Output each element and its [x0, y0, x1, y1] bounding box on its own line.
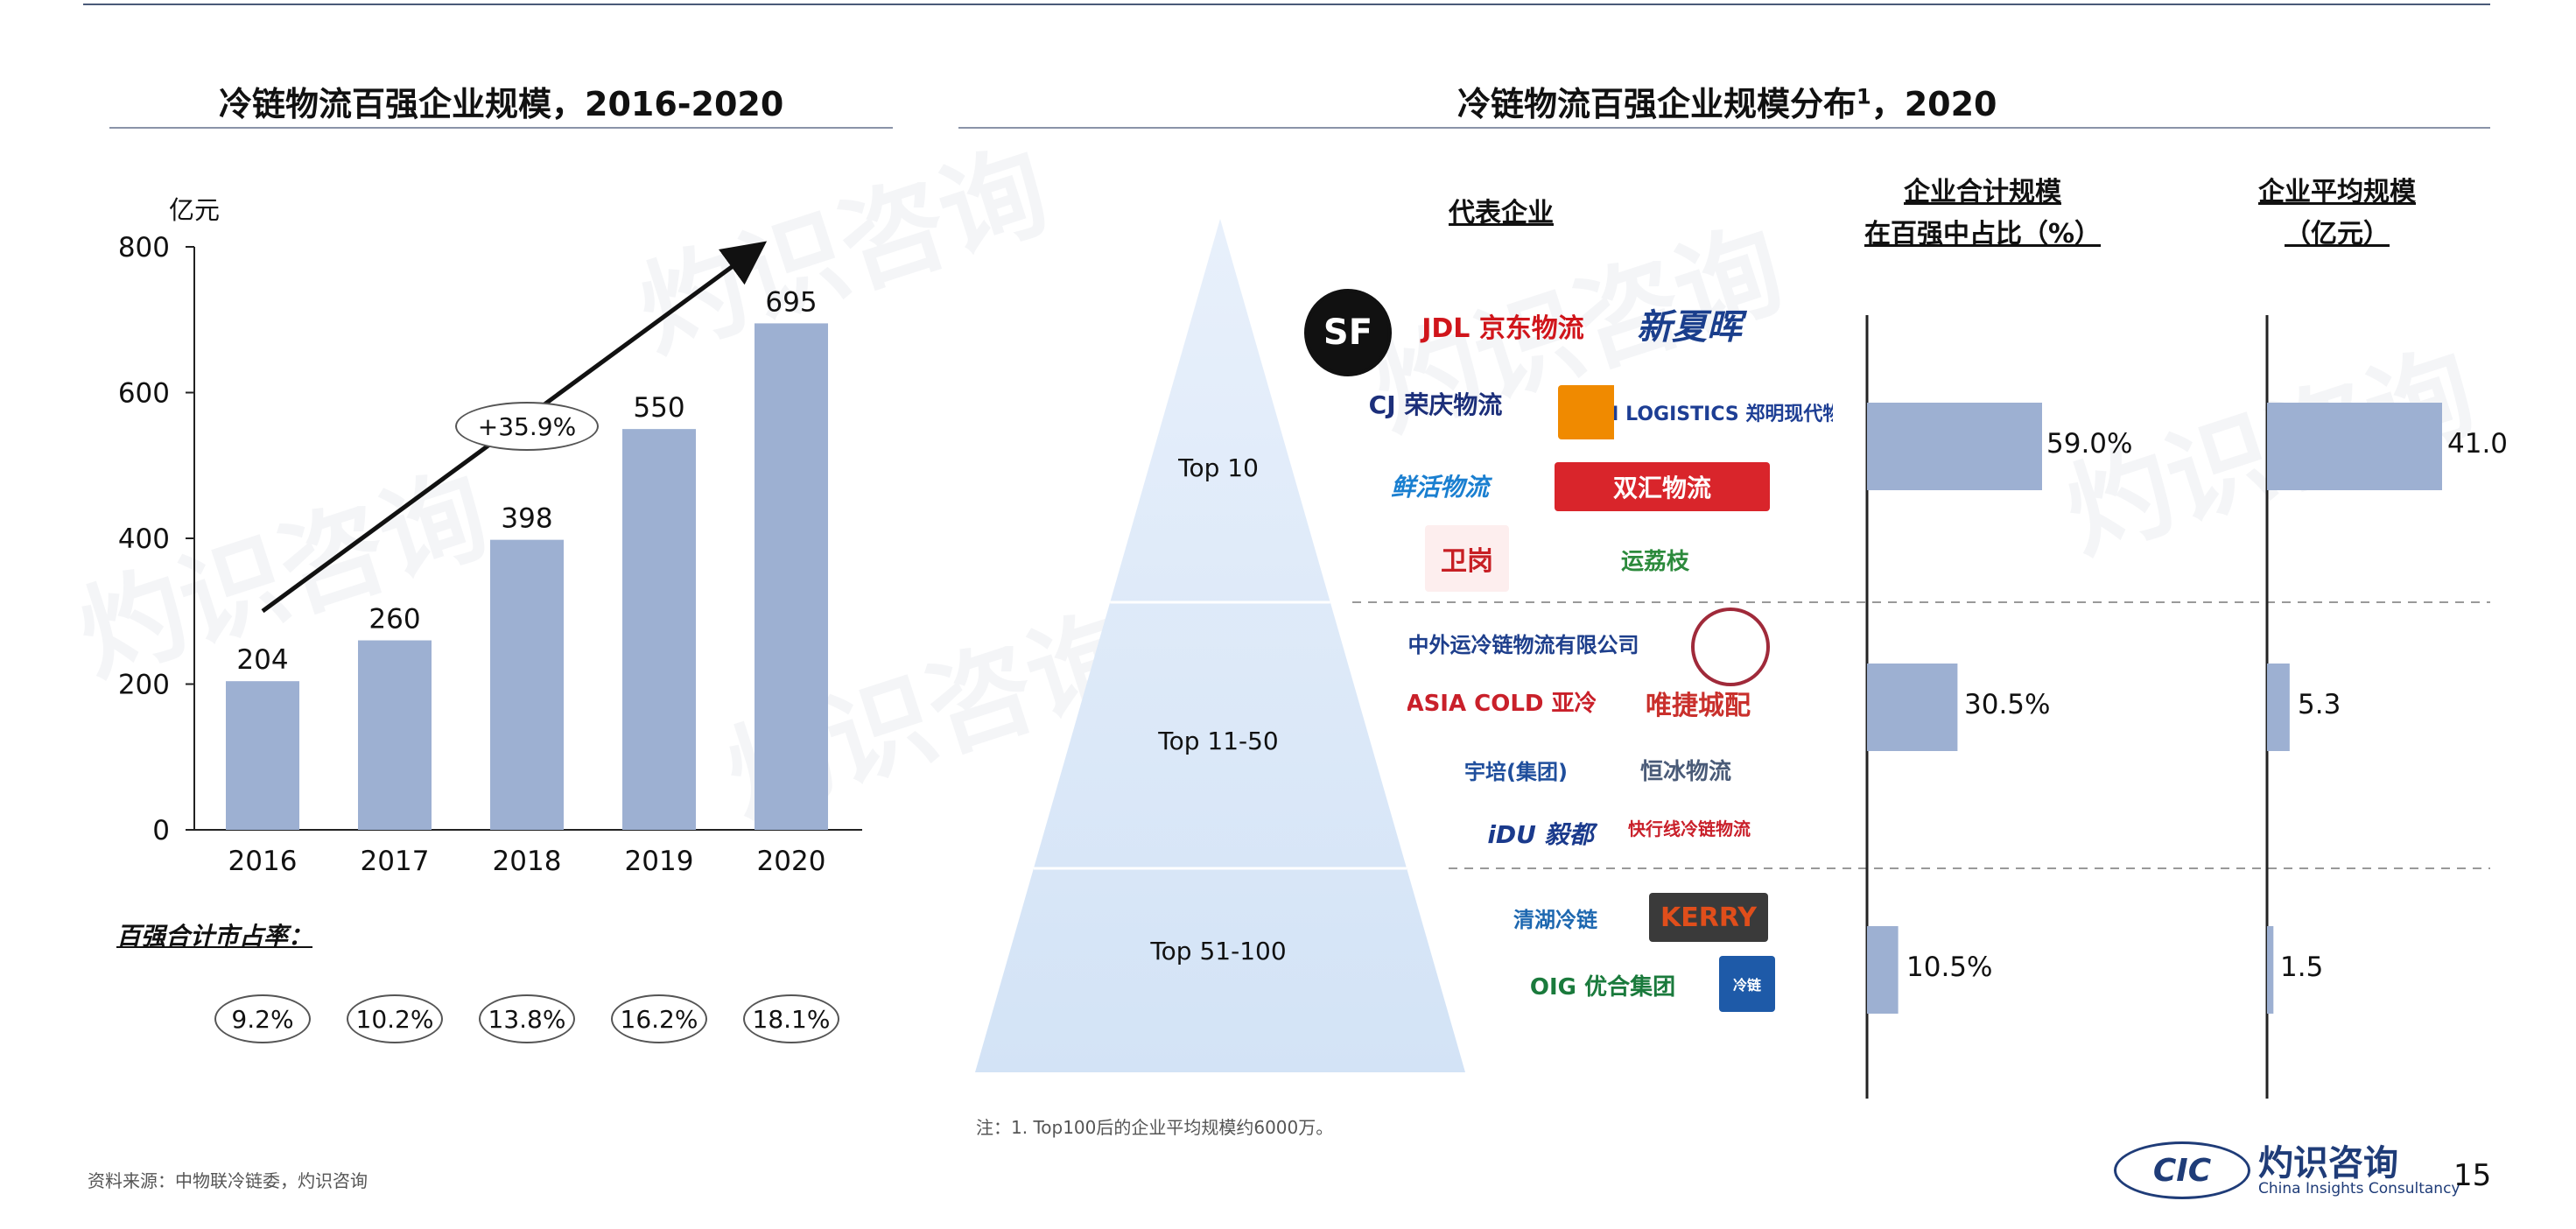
page-number: 15: [2453, 1158, 2492, 1193]
cj-rongqing-logo: CJ 荣庆物流: [1368, 390, 1503, 419]
header-avg-line2: （亿元）: [2285, 219, 2390, 249]
avg-bar-2: [2267, 664, 2290, 751]
header-share-line2: 在百强中占比（%）: [1864, 219, 2102, 249]
avg-label-top51-100: 1.5: [2280, 952, 2324, 983]
share-bar-2: [1867, 664, 1958, 751]
kuaixing-logo: 快行线冷链物流: [1628, 818, 1751, 839]
x-tick-label: 2017: [361, 846, 430, 877]
header-avg-line1: 企业平均规模: [2258, 177, 2416, 207]
oig-logo: OIG 优合集团: [1529, 973, 1676, 1001]
tier-label-top11-50: Top 11-50: [1158, 727, 1279, 755]
right-title-rule: [958, 127, 2490, 129]
market-share-oval: 16.2%: [611, 994, 707, 1043]
zm-logistics-logo: ZM LOGISTICS 郑明现代物流: [1558, 385, 1833, 439]
top-divider: [83, 4, 2490, 5]
idu-logo: iDU 毅都: [1487, 820, 1594, 849]
tier-label-top10: Top 10: [1178, 453, 1259, 482]
xianxian-logo: 鲜活物流: [1390, 473, 1489, 502]
x-tick-label: 2016: [228, 846, 298, 877]
market-share-oval: 9.2%: [214, 994, 311, 1043]
x-tick-label: 2019: [625, 846, 694, 877]
bar-2020: [755, 323, 828, 831]
xiahui-logo: 新夏晖: [1637, 307, 1742, 348]
market-share-oval: 18.1%: [743, 994, 839, 1043]
tier-label-top51-100: Top 51-100: [1150, 937, 1287, 966]
tier-pyramid: [975, 219, 1465, 1072]
avg-bar-1: [2267, 403, 2442, 490]
bar-2019: [622, 429, 696, 830]
right-chart-title-year: ，2020: [1871, 85, 1997, 123]
y-tick-label: 600: [118, 378, 170, 410]
share-label-top10: 59.0%: [2046, 428, 2133, 460]
bar-2016: [226, 681, 299, 830]
jdl-logo: JDL 京东物流: [1421, 313, 1584, 344]
share-bar-3: [1867, 926, 1899, 1014]
cic-brand-en: China Insights Consultancy: [2258, 1180, 2460, 1197]
avg-label-top10: 41.0: [2447, 428, 2509, 460]
qinghu-logo: 清湖冷链: [1513, 907, 1597, 932]
shuanghui-logo: 双汇物流: [1555, 462, 1770, 511]
footnote-marker: 1: [1857, 84, 1871, 109]
left-title-rule: [109, 127, 893, 129]
cic-brand-cn: 灼识咨询: [2258, 1143, 2398, 1183]
right-chart-title: 冷链物流百强企业规模分布1，2020: [1457, 77, 1997, 125]
source-note: 资料来源：中物联冷链委，灼识咨询: [88, 1170, 368, 1191]
header-share-line1: 企业合计规模: [1904, 177, 2061, 207]
y-tick-label: 0: [152, 815, 170, 846]
cagr-oval: +35.9%: [455, 402, 599, 451]
kerry-logo: KERRY: [1649, 893, 1768, 942]
sf-logo: SF: [1304, 289, 1392, 376]
market-share-label: 百强合计市占率：: [116, 922, 313, 951]
right-chart-title-text: 冷链物流百强企业规模分布: [1457, 85, 1857, 123]
seal-logo: [1691, 607, 1770, 686]
bar-value-label: 398: [501, 503, 552, 535]
market-share-oval: 10.2%: [347, 994, 443, 1043]
bar-value-label: 260: [369, 604, 420, 636]
left-chart-title: 冷链物流百强企业规模，2016-2020: [219, 85, 784, 123]
share-label-top11-50: 30.5%: [1964, 689, 2051, 720]
header-avg: 企业平均规模 （亿元）: [2236, 172, 2438, 256]
bar-value-label: 204: [236, 644, 288, 676]
share-label-top51-100: 10.5%: [1906, 952, 1993, 983]
weijie-logo: 唯捷城配: [1646, 691, 1751, 721]
header-share: 企业合计规模 在百强中占比（%）: [1851, 172, 2114, 256]
avg-bar-3: [2267, 926, 2274, 1014]
yupei-logo: 宇培(集团): [1464, 759, 1568, 784]
share-bar-1: [1867, 403, 2042, 490]
avg-label-top11-50: 5.3: [2298, 689, 2341, 720]
y-tick-label: 800: [118, 232, 170, 263]
x-tick-label: 2018: [493, 846, 562, 877]
sinotrans-logo: 中外运冷链物流有限公司: [1407, 632, 1639, 657]
header-companies: 代表企业: [1449, 198, 1554, 228]
bar-value-label: 550: [633, 392, 684, 424]
cic-brand-logo: CIC 灼识咨询 China Insights Consultancy: [2114, 1134, 2460, 1201]
weigang-logo: 卫岗: [1425, 525, 1509, 592]
bar-2017: [358, 640, 432, 830]
bar-2018: [490, 539, 564, 830]
y-axis-unit: 亿元: [169, 195, 221, 225]
cic-abbr-logo: CIC: [2114, 1141, 2250, 1199]
asia-cold-logo: ASIA COLD 亚冷: [1407, 690, 1596, 717]
y-tick-label: 400: [118, 523, 170, 555]
y-tick-label: 200: [118, 670, 170, 701]
hengbing-logo: 恒冰物流: [1639, 758, 1731, 785]
footnote: 注：1. Top100后的企业平均规模约6000万。: [976, 1117, 1334, 1138]
x-tick-label: 2020: [757, 846, 826, 877]
blue-square-logo: 冷链: [1719, 956, 1775, 1012]
yunlizhi-logo: 运荔枝: [1620, 548, 1689, 575]
market-share-oval: 13.8%: [479, 994, 575, 1043]
bar-value-label: 695: [765, 286, 817, 318]
